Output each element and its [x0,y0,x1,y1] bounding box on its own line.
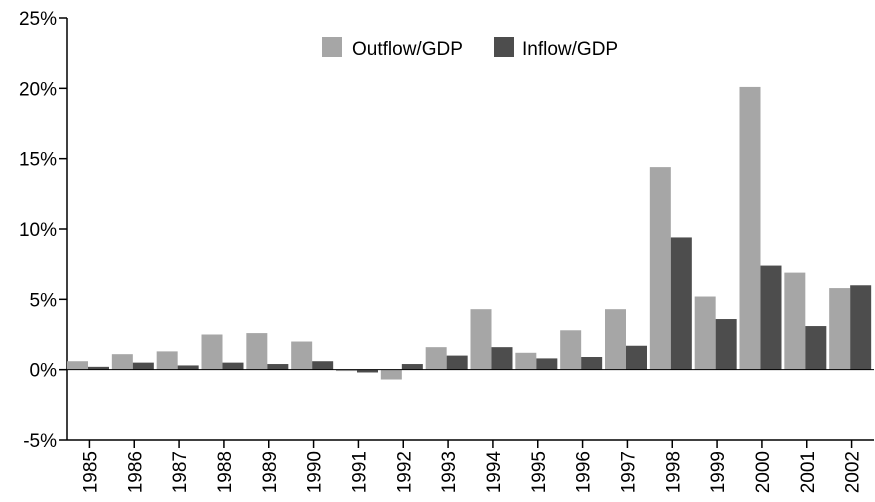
x-axis: 1985 1986 1987 1988 1989 1990 1991 1992 1993 1994… [67,439,874,494]
bar-outflow-2002 [829,288,851,370]
legend-swatch-outflow [322,37,342,57]
legend: Outflow/GDP Inflow/GDP [322,37,618,60]
legend-label-inflow: Inflow/GDP [522,39,618,60]
y-tick-label: 25% [19,9,57,30]
bar-inflow-1992 [401,364,423,370]
x-tick-label: 1990 [305,451,326,493]
x-tick-label: 1997 [618,451,639,493]
bar-inflow-1991 [357,369,378,373]
bar-inflow-1995 [536,358,558,370]
bar-inflow-1993 [446,355,468,370]
bar-outflow-2000 [739,86,761,370]
y-tick-label: 10% [19,220,57,241]
bar-outflow-1998 [649,167,671,370]
y-tick-label: 20% [19,79,57,100]
x-tick-label: 1999 [708,451,729,493]
x-tick-label: 1994 [484,451,505,494]
x-tick-label: 2001 [798,451,819,493]
bar-outflow-1986 [111,354,133,370]
bar-outflow-1992 [380,369,402,380]
bar-inflow-1997 [626,345,647,370]
y-axis: -5% 0% 5% 10% 15% 20% 25% [19,9,68,452]
x-tick-label: 1995 [529,451,550,493]
x-tick-label: 1993 [439,451,460,493]
bars [67,86,874,380]
bar-outflow-1995 [515,352,537,370]
x-tick-label: 2000 [753,451,774,493]
bar-inflow-1990 [312,361,334,370]
x-tick-label: 1986 [125,451,146,493]
bar-outflow-2001 [784,272,806,370]
legend-swatch-inflow [494,37,514,57]
bar-inflow-1989 [267,364,289,370]
bar-inflow-1988 [222,362,244,370]
bar-outflow-1996 [560,330,582,370]
y-tick-label: 5% [30,290,58,311]
x-tick-label: 1998 [663,451,684,493]
x-tick-label: 1996 [574,451,595,493]
bar-inflow-1985 [88,366,109,370]
bar-outflow-1994 [470,309,492,370]
bar-inflow-2002 [850,285,872,370]
x-tick-label: 1989 [260,451,281,493]
y-tick-label: -5% [23,431,57,452]
bar-outflow-1997 [605,309,626,370]
bar-outflow-1993 [425,347,447,370]
bar-inflow-1996 [581,357,603,370]
bar-inflow-1998 [670,237,692,370]
bar-inflow-1986 [132,362,154,370]
y-tick-label: 0% [30,361,58,382]
bar-inflow-1987 [177,365,199,370]
bar-outflow-1990 [291,341,313,370]
bar-outflow-1999 [694,296,716,370]
bar-outflow-1989 [246,333,268,370]
x-tick-label: 1991 [349,451,370,493]
x-tick-label: 1987 [170,451,191,493]
bar-inflow-2001 [805,326,827,370]
x-tick-label: 1988 [215,451,236,493]
x-tick-label: 1985 [80,451,101,493]
x-tick-label: 1992 [394,451,415,493]
legend-label-outflow: Outflow/GDP [352,39,463,60]
x-tick-label: 2002 [843,451,864,493]
bar-outflow-1991 [336,369,357,372]
bar-inflow-2000 [760,265,782,370]
bar-outflow-1985 [67,361,88,370]
bar-inflow-1999 [715,319,737,370]
bar-inflow-1994 [491,347,513,370]
y-tick-label: 15% [19,150,57,171]
bar-outflow-1987 [156,351,178,370]
bar-outflow-1988 [201,334,223,370]
